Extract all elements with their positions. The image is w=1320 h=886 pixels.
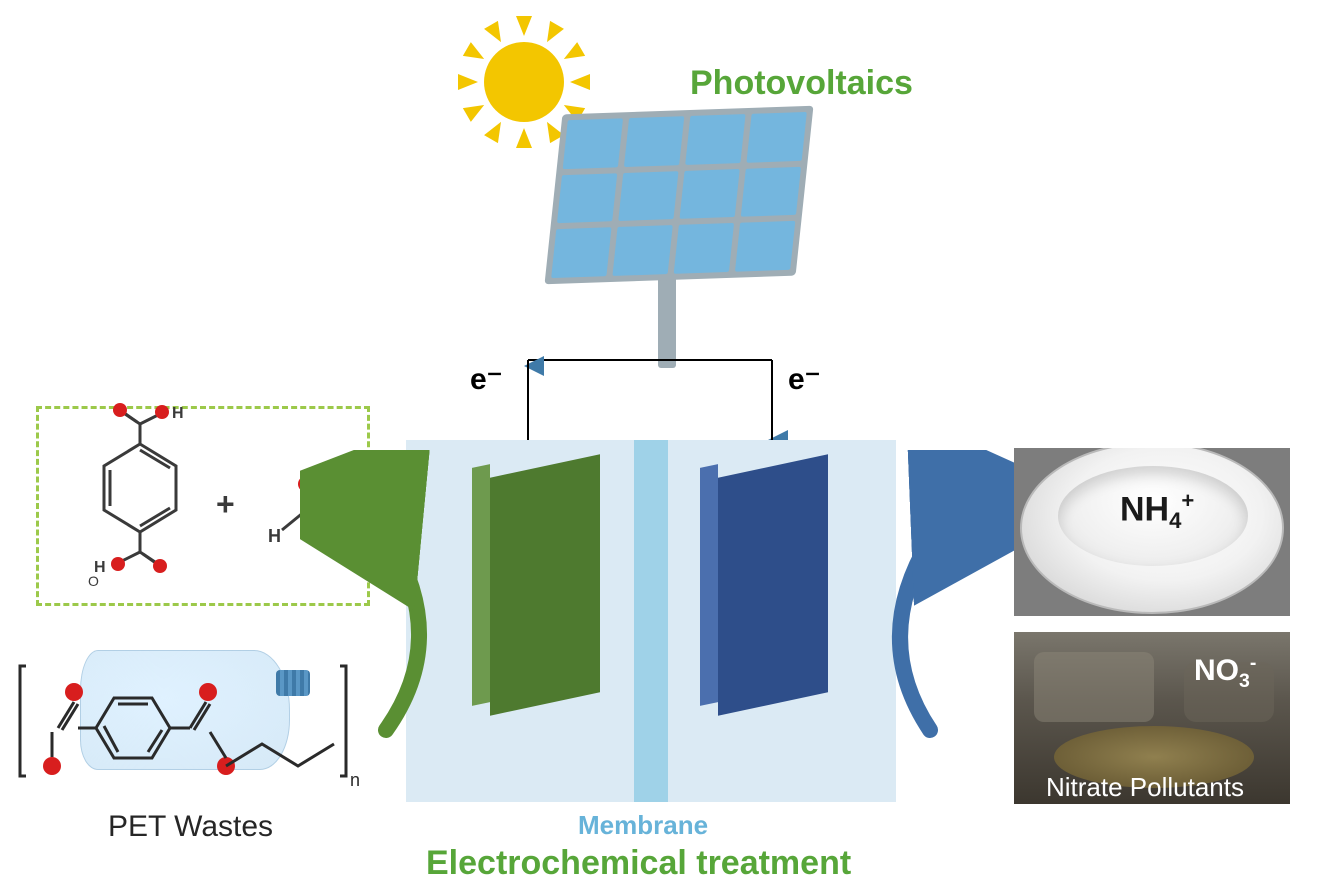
panel-cell	[685, 114, 745, 165]
panel-cell	[741, 167, 801, 218]
no3-base: NO	[1194, 654, 1239, 687]
membrane	[634, 440, 668, 802]
soil-rock	[1034, 652, 1154, 722]
electron-right-label: e⁻	[788, 362, 821, 397]
panel-cell	[735, 221, 795, 272]
left-cycle-arrow	[300, 450, 480, 810]
panel-cell	[674, 223, 734, 274]
panel-cell	[746, 112, 806, 163]
panel-cell	[679, 169, 739, 220]
electrochemical-label: Electrochemical treatment	[426, 844, 851, 883]
cathode-face	[718, 454, 828, 715]
panel-grid	[544, 106, 813, 285]
membrane-label: Membrane	[578, 810, 708, 841]
nh4-sub: 4	[1169, 508, 1181, 533]
panel-cell	[551, 228, 611, 279]
no3-sup: -	[1250, 652, 1257, 674]
ammonium-photo: NH4+	[1014, 448, 1290, 616]
photovoltaics-label: Photovoltaics	[690, 64, 913, 103]
panel-cell	[557, 173, 617, 224]
nitrate-pollutants-label: Nitrate Pollutants	[1046, 772, 1244, 803]
terephthalic-acid-icon: H H O	[40, 400, 240, 600]
panel-cell	[563, 118, 623, 169]
anode-face	[490, 454, 600, 715]
nh4-base: NH	[1120, 490, 1169, 528]
panel-cell	[612, 225, 672, 276]
electron-left-label: e⁻	[470, 362, 503, 397]
nh4-label: NH4+	[1120, 488, 1194, 534]
nitrate-photo: NO3- Nitrate Pollutants	[1014, 632, 1290, 804]
svg-text:O: O	[88, 573, 99, 589]
panel-pole	[658, 268, 676, 368]
plus-sign: +	[216, 486, 235, 523]
panel-cell	[618, 171, 678, 222]
right-cycle-arrow	[860, 450, 1040, 810]
svg-text:H: H	[172, 405, 184, 422]
panel-cell	[624, 116, 684, 167]
pet-wastes-label: PET Wastes	[108, 810, 273, 844]
no3-sub: 3	[1239, 670, 1250, 692]
cathode-side	[700, 464, 718, 706]
nh4-sup: +	[1181, 488, 1194, 513]
svg-text:H: H	[268, 526, 281, 546]
solar-panel	[554, 110, 804, 280]
no3-label: NO3-	[1194, 652, 1256, 693]
